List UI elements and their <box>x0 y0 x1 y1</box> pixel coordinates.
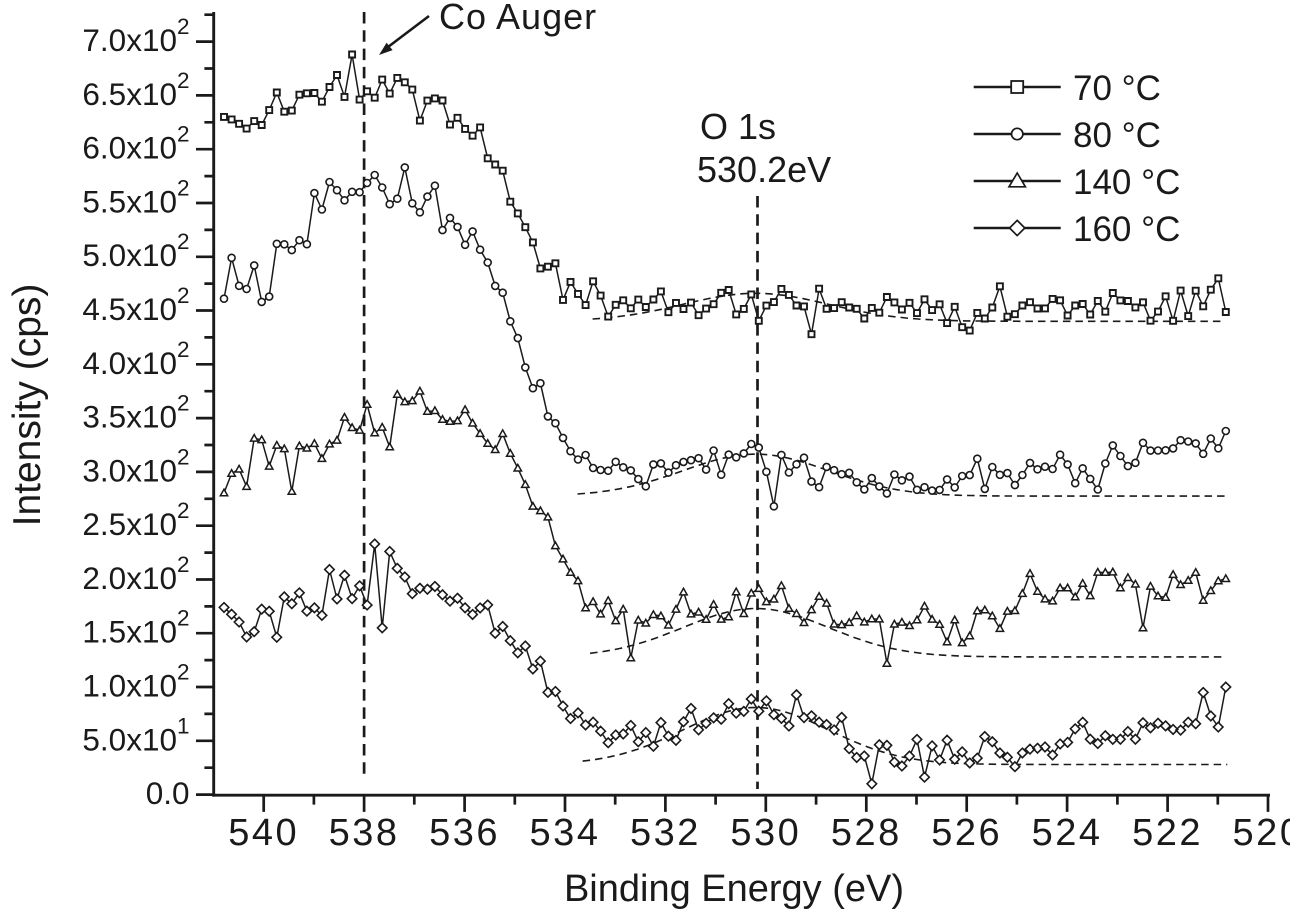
svg-text:530.2eV: 530.2eV <box>697 149 831 190</box>
svg-text:536: 536 <box>429 812 500 854</box>
svg-text:3.5x102: 3.5x102 <box>82 391 189 435</box>
svg-text:5.0x102: 5.0x102 <box>82 229 189 273</box>
svg-text:534: 534 <box>530 812 601 854</box>
svg-text:540: 540 <box>228 812 299 854</box>
svg-text:160 °C: 160 °C <box>1073 210 1180 249</box>
svg-text:7.0x102: 7.0x102 <box>82 14 189 58</box>
svg-text:532: 532 <box>630 812 701 854</box>
svg-text:2.0x102: 2.0x102 <box>82 552 189 596</box>
svg-text:522: 522 <box>1132 812 1203 854</box>
svg-text:140 °C: 140 °C <box>1073 163 1180 202</box>
svg-text:530: 530 <box>730 812 801 854</box>
svg-text:1.5x102: 1.5x102 <box>82 606 189 650</box>
svg-text:524: 524 <box>1032 812 1103 854</box>
svg-text:Co Auger: Co Auger <box>439 0 597 37</box>
svg-text:0.0: 0.0 <box>146 775 190 811</box>
svg-text:4.0x102: 4.0x102 <box>82 337 189 381</box>
svg-text:520: 520 <box>1233 812 1290 854</box>
svg-text:4.5x102: 4.5x102 <box>82 283 189 327</box>
svg-text:70 °C: 70 °C <box>1073 69 1161 108</box>
svg-text:Binding Energy (eV): Binding Energy (eV) <box>564 868 904 910</box>
svg-text:Intensity (cps): Intensity (cps) <box>6 284 49 527</box>
svg-text:1.0x102: 1.0x102 <box>82 660 189 704</box>
svg-text:526: 526 <box>931 812 1002 854</box>
svg-text:3.0x102: 3.0x102 <box>82 444 189 488</box>
svg-text:80 °C: 80 °C <box>1073 116 1161 155</box>
svg-text:6.0x102: 6.0x102 <box>82 122 189 166</box>
svg-text:5.5x102: 5.5x102 <box>82 176 189 220</box>
svg-text:2.5x102: 2.5x102 <box>82 498 189 542</box>
svg-text:6.5x102: 6.5x102 <box>82 68 189 112</box>
svg-text:538: 538 <box>329 812 400 854</box>
svg-text:528: 528 <box>831 812 902 854</box>
svg-text:5.0x101: 5.0x101 <box>82 713 189 757</box>
svg-text:O 1s: O 1s <box>700 106 776 147</box>
